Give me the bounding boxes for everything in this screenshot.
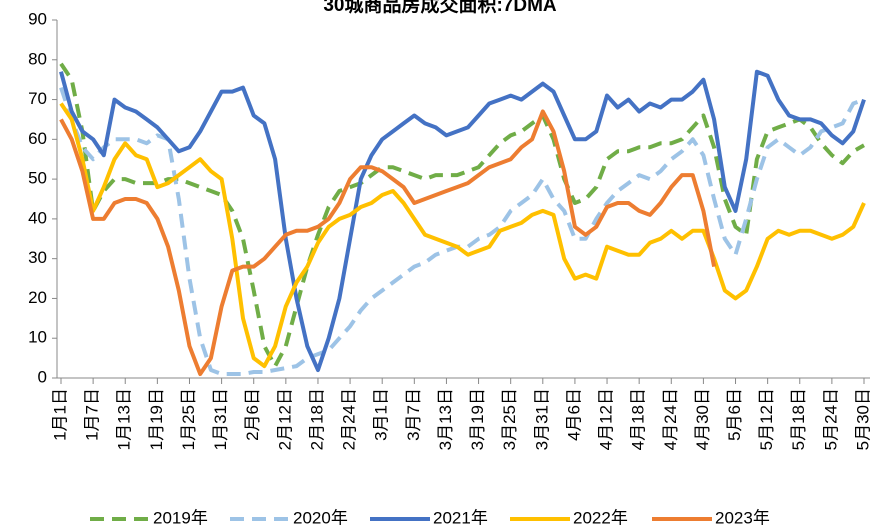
- x-tick-label: 2月24日: [340, 388, 359, 450]
- y-tick-label: 80: [28, 49, 47, 68]
- x-tick-label: 4月18日: [629, 388, 648, 450]
- y-tick-label: 20: [28, 288, 47, 307]
- series-line: [59, 86, 865, 376]
- series-line: [59, 102, 866, 369]
- x-tick-label: 5月18日: [789, 388, 808, 450]
- y-tick-label: 30: [28, 248, 47, 267]
- x-tick-label: 3月19日: [468, 388, 487, 450]
- x-tick-label: 3月13日: [436, 388, 455, 450]
- x-tick-label: 4月24日: [661, 388, 680, 450]
- y-tick-label: 70: [28, 89, 47, 108]
- y-tick-label: 50: [28, 169, 47, 188]
- y-tick-label: 60: [28, 129, 47, 148]
- x-tick-label: 4月6日: [564, 388, 583, 441]
- x-tick-label: 1月7日: [83, 388, 102, 441]
- y-tick-label: 40: [28, 208, 47, 227]
- legend-label: 2023年: [715, 508, 770, 527]
- x-tick-label: 4月30日: [693, 388, 712, 450]
- y-tick-label: 0: [38, 367, 47, 386]
- y-tick-label: 10: [28, 328, 47, 347]
- x-tick-label: 5月12日: [757, 388, 776, 450]
- legend-label: 2019年: [153, 508, 208, 527]
- x-tick-label: 2月12日: [275, 388, 294, 450]
- series-line: [59, 69, 866, 372]
- x-tick-label: 2月18日: [307, 388, 326, 450]
- series-line: [59, 109, 717, 376]
- x-tick-label: 5月30日: [853, 388, 872, 450]
- x-tick-label: 1月25日: [179, 388, 198, 450]
- legend-label: 2020年: [293, 508, 348, 527]
- series-line: [59, 62, 865, 369]
- x-tick-label: 5月6日: [725, 388, 744, 441]
- y-tick-label: 90: [28, 9, 47, 28]
- x-tick-label: 3月1日: [372, 388, 391, 441]
- legend-label: 2022年: [573, 508, 628, 527]
- x-tick-label: 3月31日: [532, 388, 551, 450]
- x-tick-label: 2月6日: [243, 388, 262, 441]
- x-tick-label: 4月12日: [597, 388, 616, 450]
- x-tick-label: 5月24日: [821, 388, 840, 450]
- legend-label: 2021年: [433, 508, 488, 527]
- x-tick-label: 3月25日: [500, 388, 519, 450]
- x-tick-label: 1月31日: [211, 388, 230, 450]
- x-tick-label: 1月13日: [115, 388, 134, 450]
- x-tick-label: 1月1日: [50, 388, 69, 441]
- x-tick-label: 1月19日: [147, 388, 166, 450]
- chart-title: 30城商品房成交面积:7DMA: [323, 0, 557, 16]
- x-tick-label: 3月7日: [404, 388, 423, 441]
